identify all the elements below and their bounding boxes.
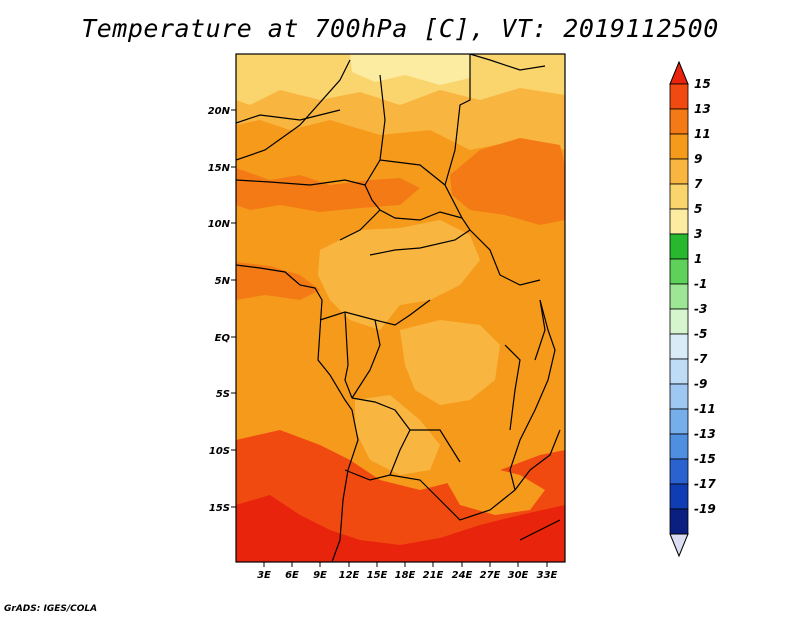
colorbar-label: -5 (694, 327, 707, 341)
colorbar-segment (669, 383, 689, 410)
lon-label-21e: 21E (423, 570, 444, 581)
colorbar-segment (669, 433, 689, 460)
colorbar-label: -7 (694, 352, 708, 366)
colorbar-segment (669, 83, 689, 110)
colorbar-label: -19 (694, 502, 716, 516)
lat-label-20n: 20N (208, 106, 231, 117)
lon-label-33e: 33E (537, 570, 558, 581)
latitude-ticks (231, 109, 236, 508)
colorbar-segment (669, 183, 689, 210)
colorbar-segment (669, 108, 689, 135)
longitude-ticks (263, 562, 548, 567)
colorbar-segment (669, 258, 689, 285)
colorbar-segment (669, 233, 689, 260)
colorbar-label: 9 (694, 152, 702, 166)
colorbar-segment (669, 483, 689, 510)
lon-label-9e: 9E (313, 570, 327, 581)
colorbar-segment (669, 333, 689, 360)
colorbar-bottom-arrow (669, 533, 689, 558)
field-central-cool (318, 220, 480, 330)
field-south-hot (236, 495, 565, 562)
lon-label-27e: 27E (480, 570, 501, 581)
lon-label-18e: 18E (395, 570, 416, 581)
map-frame (235, 53, 566, 563)
lon-label-12e: 12E (339, 570, 360, 581)
colorbar-label: 13 (694, 102, 711, 116)
colorbar: 15 13 11 9 7 5 3 1 -1 -3 -5 -7 -9 -11 -13 -15 -17 -19 (669, 60, 716, 558)
country-borders (236, 54, 561, 521)
temperature-field (236, 54, 565, 562)
colorbar-segment (669, 208, 689, 235)
colorbar-segment (669, 308, 689, 335)
colorbar-label: -1 (694, 277, 707, 291)
colorbar-label: -15 (694, 452, 716, 466)
lon-label-6e: 6E (285, 570, 299, 581)
map-title: Temperature at 700hPa [C], VT: 201911250… (81, 14, 719, 43)
colorbar-labels: 15 13 11 9 7 5 3 1 -1 -3 -5 -7 -9 -11 -13 -15 -17 -19 (694, 77, 716, 516)
colorbar-label: 15 (694, 77, 711, 91)
field-sahel-warm (236, 168, 420, 212)
colorbar-label: -13 (694, 427, 716, 441)
lat-label-10s: 10S (209, 446, 230, 457)
field-angola-cool (355, 395, 440, 475)
longitude-axis: 3E 6E 9E 12E 15E 18E 21E 24E 27E 30E 33E (257, 570, 557, 581)
colorbar-label: 3 (694, 227, 702, 241)
lat-label-eq: EQ (215, 333, 231, 344)
colorbar-label: -3 (694, 302, 707, 316)
grads-credit: GrADS: IGES/COLA (4, 604, 98, 614)
colorbar-top-arrow (669, 60, 689, 85)
lat-label-15n: 15N (208, 163, 231, 174)
field-congo-cool (400, 320, 500, 405)
lon-label-30e: 30E (508, 570, 529, 581)
colorbar-segment (669, 133, 689, 160)
field-north-pale (236, 54, 565, 105)
colorbar-label: 11 (694, 127, 711, 141)
colorbar-segment (669, 508, 689, 535)
lat-label-5n: 5N (215, 276, 231, 287)
lon-label-24e: 24E (452, 570, 473, 581)
colorbar-segment (669, 358, 689, 385)
colorbar-segments (669, 83, 689, 535)
latitude-axis: 20N 15N 10N 5N EQ 5S 10S 15S (208, 106, 231, 514)
colorbar-label: 1 (694, 252, 702, 266)
coastlines (236, 54, 561, 562)
lon-label-15e: 15E (367, 570, 388, 581)
colorbar-label: -11 (694, 402, 716, 416)
lat-label-5s: 5S (216, 389, 230, 400)
field-gulf-warm (236, 262, 320, 300)
colorbar-segment (669, 283, 689, 310)
field-kalahari-cool (440, 465, 545, 515)
colorbar-segment (669, 458, 689, 485)
lat-label-10n: 10N (208, 219, 231, 230)
colorbar-label: -9 (694, 377, 707, 391)
field-sudan-warm (450, 138, 565, 225)
colorbar-label: 7 (694, 177, 703, 191)
lat-label-15s: 15S (209, 503, 230, 514)
colorbar-label: -17 (694, 477, 716, 491)
colorbar-segment (669, 408, 689, 435)
lon-label-3e: 3E (257, 570, 271, 581)
colorbar-segment (669, 158, 689, 185)
colorbar-label: 5 (694, 202, 702, 216)
